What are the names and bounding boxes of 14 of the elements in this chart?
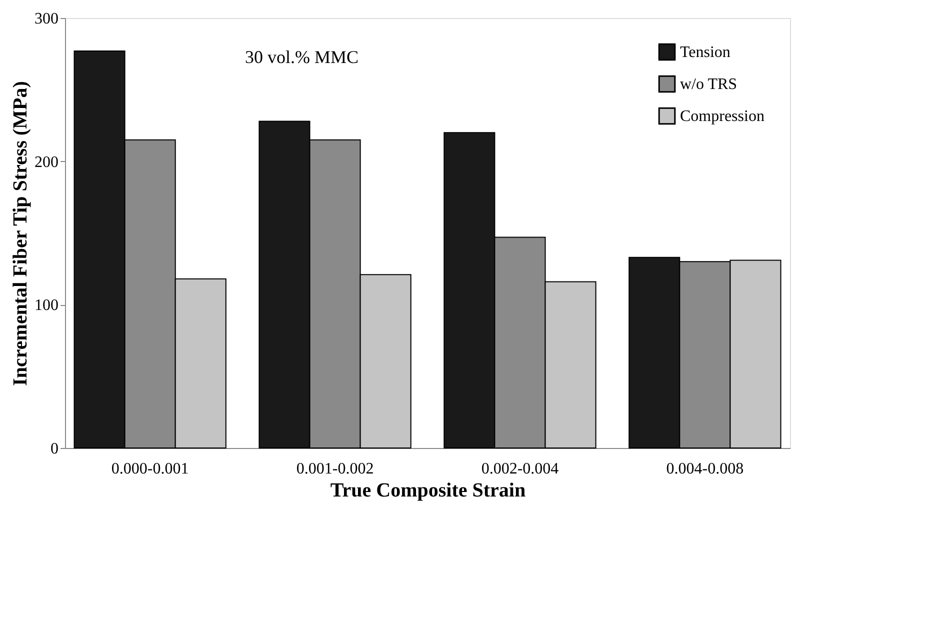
y-tick-label: 200: [34, 154, 58, 171]
x-tick-label: 0.000-0.001: [111, 460, 189, 478]
x-tick-label: 0.002-0.004: [481, 460, 559, 478]
annotation: 30 vol.% MMC: [245, 47, 359, 67]
x-tick-label: 0.001-0.002: [296, 460, 374, 478]
y-tick-label: 0: [50, 440, 58, 458]
legend-label: Compression: [680, 108, 764, 125]
y-tick-label: 100: [34, 297, 58, 314]
y-axis-title: Incremental Fiber Tip Stress (MPa): [10, 81, 32, 386]
legend-label: w/o TRS: [680, 76, 738, 93]
y-tick-label: 300: [34, 10, 58, 28]
x-axis-title: True Composite Strain: [330, 480, 526, 502]
legend-label: Tension: [680, 44, 730, 61]
x-tick-label: 0.004-0.008: [666, 460, 744, 478]
